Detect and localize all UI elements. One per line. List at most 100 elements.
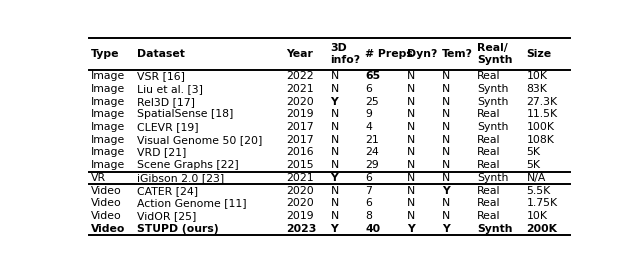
Text: 24: 24 xyxy=(365,147,379,157)
Text: 2019: 2019 xyxy=(286,109,314,119)
Text: 6: 6 xyxy=(365,173,372,183)
Text: Action Genome [11]: Action Genome [11] xyxy=(137,198,246,208)
Text: 21: 21 xyxy=(365,135,379,145)
Text: Real: Real xyxy=(477,135,500,145)
Text: Video: Video xyxy=(91,211,122,221)
Text: Visual Genome 50 [20]: Visual Genome 50 [20] xyxy=(137,135,262,145)
Text: N: N xyxy=(330,147,339,157)
Text: 1.75K: 1.75K xyxy=(527,198,557,208)
Text: N: N xyxy=(442,147,451,157)
Text: 5K: 5K xyxy=(527,147,540,157)
Text: 83K: 83K xyxy=(527,84,547,94)
Text: N: N xyxy=(330,198,339,208)
Text: 2015: 2015 xyxy=(286,160,314,170)
Text: N: N xyxy=(442,109,451,119)
Text: Real: Real xyxy=(477,185,500,195)
Text: VidOR [25]: VidOR [25] xyxy=(137,211,196,221)
Text: Image: Image xyxy=(91,122,125,132)
Text: N: N xyxy=(442,198,451,208)
Text: 65: 65 xyxy=(365,71,380,81)
Text: Real: Real xyxy=(477,198,500,208)
Text: Tem?: Tem? xyxy=(442,49,473,59)
Text: N: N xyxy=(408,71,415,81)
Text: N: N xyxy=(408,185,415,195)
Text: Image: Image xyxy=(91,109,125,119)
Text: Image: Image xyxy=(91,147,125,157)
Text: VR: VR xyxy=(91,173,106,183)
Text: Video: Video xyxy=(91,185,122,195)
Text: Video: Video xyxy=(91,224,125,234)
Text: Rel3D [17]: Rel3D [17] xyxy=(137,97,195,107)
Text: # Preps: # Preps xyxy=(365,49,413,59)
Text: 4: 4 xyxy=(365,122,372,132)
Text: N: N xyxy=(442,211,451,221)
Text: Real: Real xyxy=(477,160,500,170)
Text: N: N xyxy=(330,84,339,94)
Text: Real: Real xyxy=(477,109,500,119)
Text: CATER [24]: CATER [24] xyxy=(137,185,198,195)
Text: 29: 29 xyxy=(365,160,379,170)
Text: N: N xyxy=(442,71,451,81)
Text: Dataset: Dataset xyxy=(137,49,185,59)
Text: 8: 8 xyxy=(365,211,372,221)
Text: N: N xyxy=(330,160,339,170)
Text: Y: Y xyxy=(330,224,338,234)
Text: N: N xyxy=(408,147,415,157)
Text: Real: Real xyxy=(477,211,500,221)
Text: VSR [16]: VSR [16] xyxy=(137,71,185,81)
Text: SpatialSense [18]: SpatialSense [18] xyxy=(137,109,234,119)
Text: 2020: 2020 xyxy=(286,185,314,195)
Text: 100K: 100K xyxy=(527,122,554,132)
Text: Real: Real xyxy=(477,147,500,157)
Text: N: N xyxy=(408,109,415,119)
Text: N: N xyxy=(408,198,415,208)
Text: N: N xyxy=(408,160,415,170)
Text: Synth: Synth xyxy=(477,122,508,132)
Text: 6: 6 xyxy=(365,84,372,94)
Text: Type: Type xyxy=(91,49,120,59)
Text: N: N xyxy=(442,84,451,94)
Text: 2017: 2017 xyxy=(286,135,314,145)
Text: N: N xyxy=(330,185,339,195)
Text: Dyn?: Dyn? xyxy=(408,49,438,59)
Text: Image: Image xyxy=(91,97,125,107)
Text: 10K: 10K xyxy=(527,211,547,221)
Text: 2022: 2022 xyxy=(286,71,314,81)
Text: 25: 25 xyxy=(365,97,379,107)
Text: Synth: Synth xyxy=(477,224,512,234)
Text: N: N xyxy=(330,135,339,145)
Text: 2023: 2023 xyxy=(286,224,316,234)
Text: Image: Image xyxy=(91,135,125,145)
Text: STUPD (ours): STUPD (ours) xyxy=(137,224,219,234)
Text: Y: Y xyxy=(408,224,415,234)
Text: N: N xyxy=(442,135,451,145)
Text: Image: Image xyxy=(91,160,125,170)
Text: iGibson 2.0 [23]: iGibson 2.0 [23] xyxy=(137,173,224,183)
Text: N: N xyxy=(442,173,451,183)
Text: Liu et al. [3]: Liu et al. [3] xyxy=(137,84,203,94)
Text: N: N xyxy=(408,122,415,132)
Text: N/A: N/A xyxy=(527,173,546,183)
Text: Image: Image xyxy=(91,71,125,81)
Text: 11.5K: 11.5K xyxy=(527,109,557,119)
Text: N: N xyxy=(408,173,415,183)
Text: Real: Real xyxy=(477,71,500,81)
Text: 2020: 2020 xyxy=(286,97,314,107)
Text: Synth: Synth xyxy=(477,84,508,94)
Text: N: N xyxy=(408,211,415,221)
Text: 40: 40 xyxy=(365,224,380,234)
Text: 7: 7 xyxy=(365,185,372,195)
Text: N: N xyxy=(408,135,415,145)
Text: Synth: Synth xyxy=(477,173,508,183)
Text: 5K: 5K xyxy=(527,160,540,170)
Text: Y: Y xyxy=(442,185,450,195)
Text: Y: Y xyxy=(442,224,450,234)
Text: VRD [21]: VRD [21] xyxy=(137,147,186,157)
Text: 2017: 2017 xyxy=(286,122,314,132)
Text: N: N xyxy=(442,122,451,132)
Text: Size: Size xyxy=(527,49,552,59)
Text: 2020: 2020 xyxy=(286,198,314,208)
Text: Synth: Synth xyxy=(477,97,508,107)
Text: Real/
Synth: Real/ Synth xyxy=(477,43,512,65)
Text: 2021: 2021 xyxy=(286,84,314,94)
